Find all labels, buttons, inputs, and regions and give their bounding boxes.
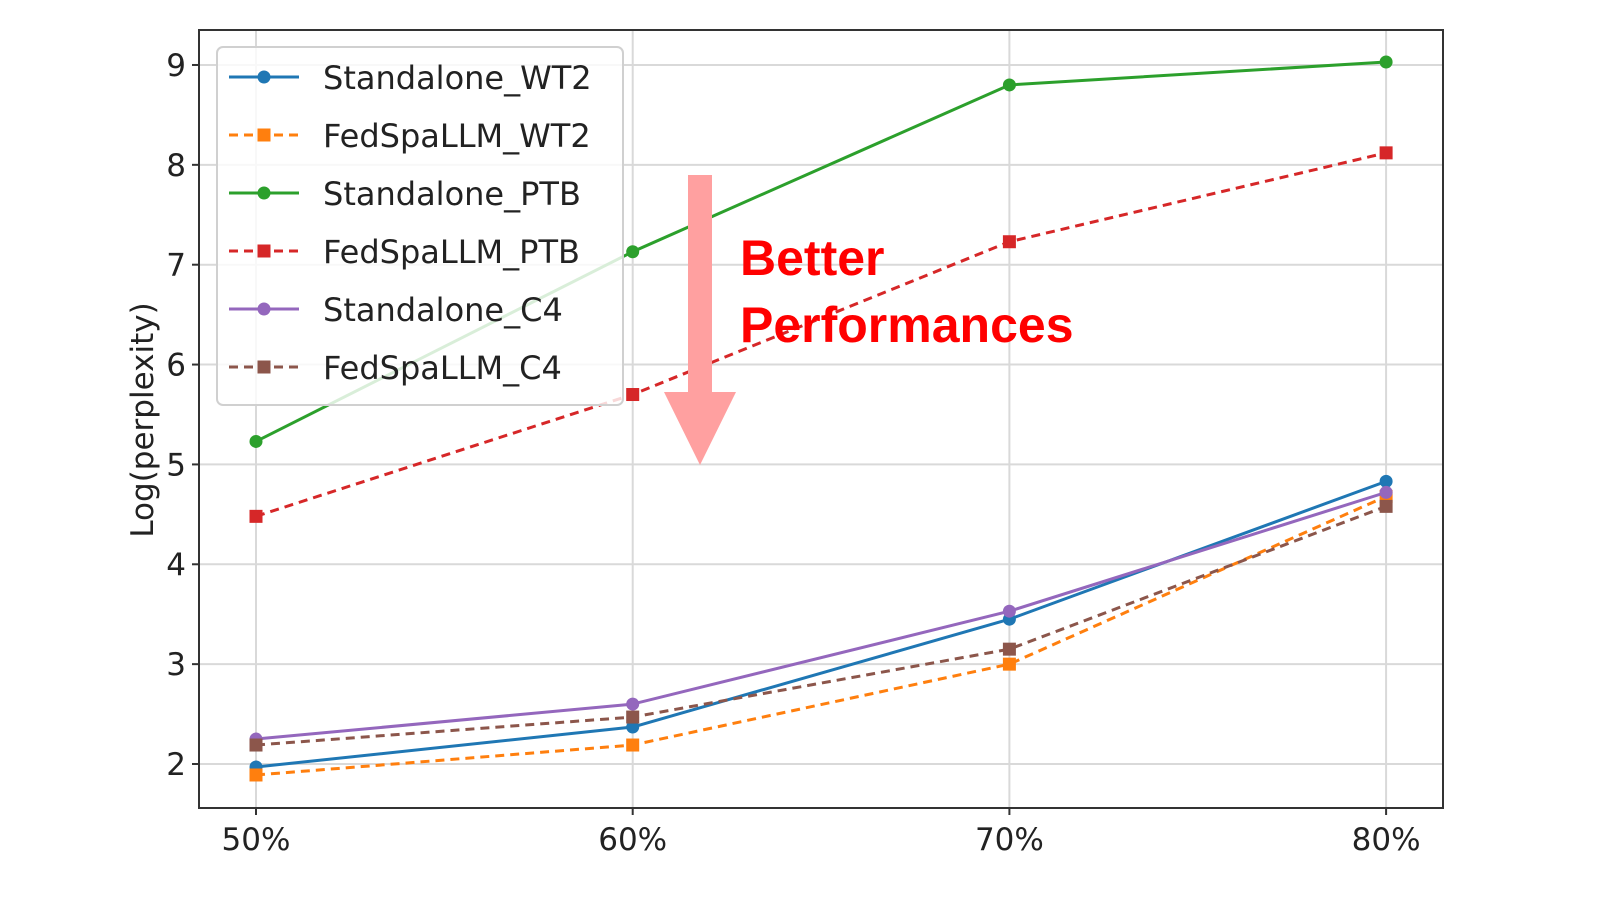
y-tick-label: 2 <box>166 747 186 783</box>
legend-marker <box>257 244 271 258</box>
legend-label: FedSpaLLM_C4 <box>323 349 562 387</box>
series-layer <box>249 55 1393 782</box>
legend-label: Standalone_C4 <box>323 291 563 329</box>
series-line <box>255 495 1387 777</box>
data-point <box>626 697 640 711</box>
data-point <box>1379 55 1393 69</box>
y-tick-label: 8 <box>166 148 186 184</box>
data-point <box>1002 235 1016 249</box>
legend-item: Standalone_C4 <box>229 291 563 329</box>
data-point <box>626 388 640 402</box>
series-Standalone_WT2 <box>249 474 1393 774</box>
series-line <box>255 490 1387 741</box>
x-tick-label: 70% <box>975 822 1044 858</box>
data-point <box>626 245 640 259</box>
data-point <box>626 710 640 724</box>
legend-box <box>216 46 624 406</box>
x-tick-label: 80% <box>1352 822 1421 858</box>
data-point <box>626 738 640 752</box>
data-point <box>249 768 263 782</box>
legend-item: Standalone_PTB <box>229 175 581 213</box>
y-tick-label: 9 <box>166 48 186 84</box>
legend-label: FedSpaLLM_PTB <box>323 233 580 271</box>
x-tick-label: 50% <box>222 822 291 858</box>
data-point <box>249 434 263 448</box>
annotation-line-1: Better <box>740 230 884 286</box>
legend-marker <box>257 186 271 200</box>
y-tick-label: 7 <box>166 248 186 284</box>
legend-item: FedSpaLLM_WT2 <box>229 117 591 155</box>
annotation-line-2: Performances <box>740 297 1074 353</box>
data-point <box>1379 474 1393 488</box>
data-point <box>1379 499 1393 513</box>
series-line <box>255 151 1387 518</box>
annotation: Better Performances <box>664 175 1074 465</box>
legend-item: Standalone_WT2 <box>229 59 592 97</box>
data-point <box>1002 657 1016 671</box>
data-point <box>1379 146 1393 160</box>
series-FedSpaLLM_C4 <box>249 499 1393 752</box>
legend-label: Standalone_WT2 <box>323 59 592 97</box>
legend-marker <box>257 70 271 84</box>
data-point <box>249 738 263 752</box>
data-point <box>1002 642 1016 656</box>
y-tick-label: 5 <box>166 447 186 483</box>
x-tick-label: 60% <box>598 822 667 858</box>
series-Standalone_C4 <box>249 485 1393 746</box>
down-arrow-icon <box>664 175 736 465</box>
series-FedSpaLLM_PTB <box>249 146 1393 523</box>
legend-marker <box>257 360 271 374</box>
y-tick-label: 4 <box>166 547 186 583</box>
data-point <box>1002 604 1016 618</box>
legend-item: FedSpaLLM_C4 <box>229 349 562 387</box>
plot-frame <box>198 29 1444 809</box>
legend-item: FedSpaLLM_PTB <box>229 233 580 271</box>
tick-labels: 50% 60% 70% 80% 2 3 4 5 6 7 8 9 <box>166 48 1420 858</box>
legend: Standalone_WT2 FedSpaLLM_WT2 Standalone_PT… <box>216 46 624 406</box>
series-FedSpaLLM_WT2 <box>249 489 1393 782</box>
y-tick-label: 6 <box>166 348 186 384</box>
legend-marker <box>257 302 271 316</box>
legend-label: Standalone_PTB <box>323 175 581 213</box>
data-point <box>626 720 640 734</box>
y-axis-label: Log(perplexity) <box>125 302 161 537</box>
data-point <box>1379 485 1393 499</box>
y-tick-label: 3 <box>166 647 186 683</box>
legend-marker <box>257 128 271 142</box>
series-line <box>255 504 1387 747</box>
data-point <box>1002 78 1016 92</box>
data-point <box>249 509 263 523</box>
legend-label: FedSpaLLM_WT2 <box>323 117 591 155</box>
